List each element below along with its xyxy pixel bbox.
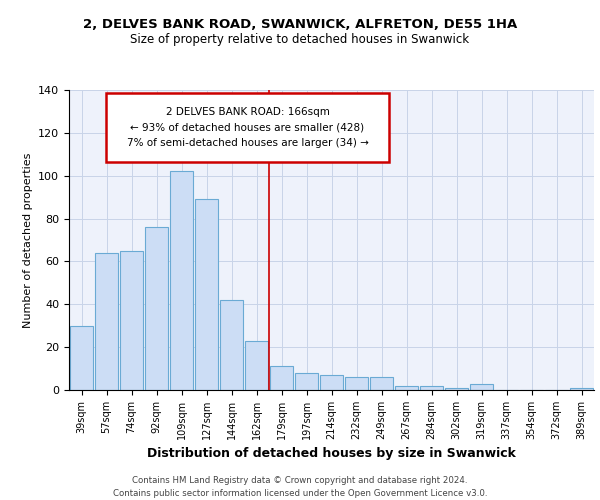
Text: 2, DELVES BANK ROAD, SWANWICK, ALFRETON, DE55 1HA: 2, DELVES BANK ROAD, SWANWICK, ALFRETON,… — [83, 18, 517, 30]
Bar — [569, 388, 593, 390]
Bar — [245, 340, 268, 390]
Bar — [170, 172, 193, 390]
Bar — [445, 388, 469, 390]
Y-axis label: Number of detached properties: Number of detached properties — [23, 152, 32, 328]
Text: Contains HM Land Registry data © Crown copyright and database right 2024.
Contai: Contains HM Land Registry data © Crown c… — [113, 476, 487, 498]
FancyBboxPatch shape — [106, 93, 389, 162]
Text: Size of property relative to detached houses in Swanwick: Size of property relative to detached ho… — [130, 32, 470, 46]
Bar — [470, 384, 493, 390]
Bar — [295, 373, 319, 390]
Bar — [145, 227, 169, 390]
Bar — [220, 300, 244, 390]
Bar — [395, 386, 418, 390]
Bar — [194, 200, 218, 390]
Bar — [320, 375, 343, 390]
Bar — [269, 366, 293, 390]
Bar — [370, 377, 394, 390]
Bar — [95, 253, 118, 390]
Bar — [70, 326, 94, 390]
Bar — [119, 250, 143, 390]
Text: 2 DELVES BANK ROAD: 166sqm
← 93% of detached houses are smaller (428)
7% of semi: 2 DELVES BANK ROAD: 166sqm ← 93% of deta… — [127, 107, 368, 148]
Bar — [419, 386, 443, 390]
Bar — [344, 377, 368, 390]
X-axis label: Distribution of detached houses by size in Swanwick: Distribution of detached houses by size … — [147, 448, 516, 460]
